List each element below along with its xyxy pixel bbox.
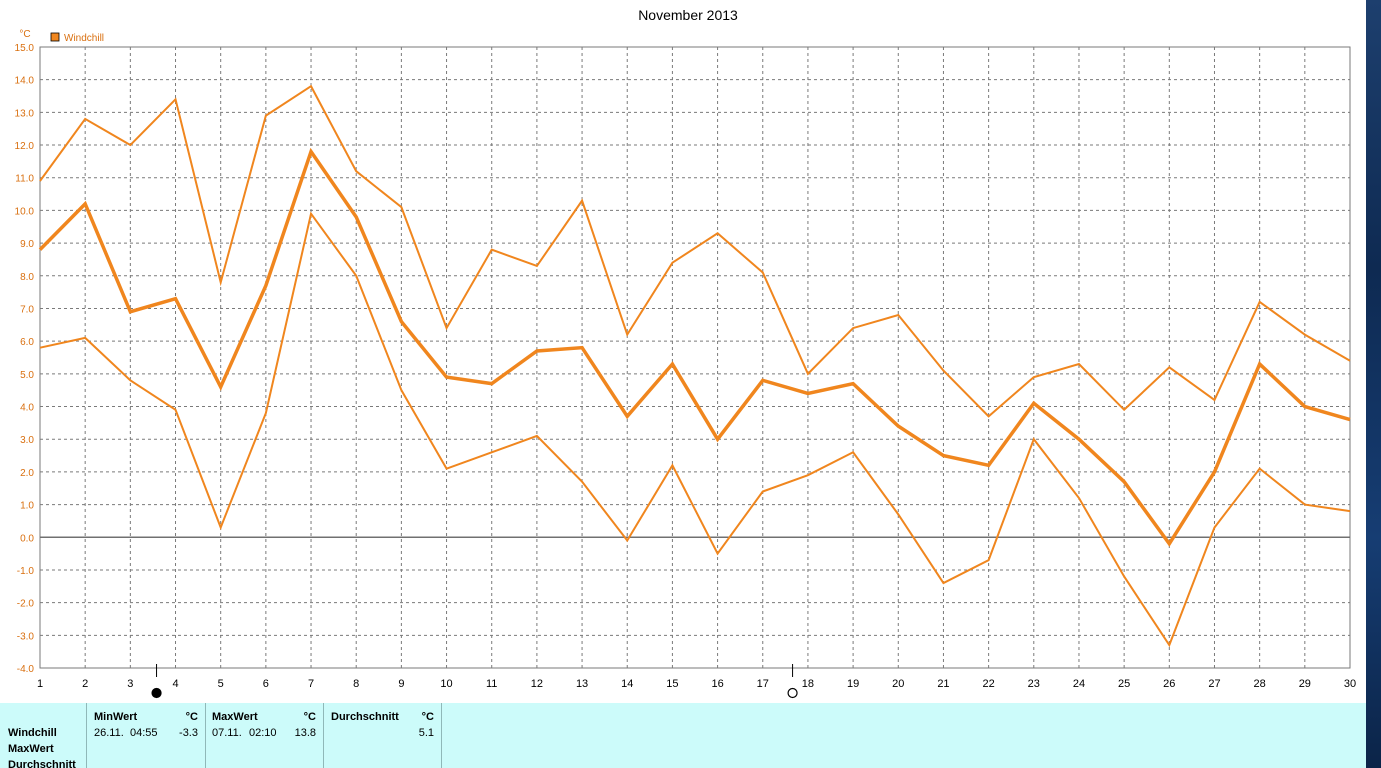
x-tick-label: 16 [711,678,723,690]
y-tick-label: 2.0 [20,468,34,479]
x-tick-label: 18 [802,678,814,690]
avg-header: Durchschnitt [331,711,399,723]
window-edge-strip [1366,0,1381,768]
stats-panel: Windchill MaxWert Durchschnitt MinWert °… [0,703,1366,768]
y-tick-label: 7.0 [20,304,34,315]
x-tick-label: 1 [37,678,43,690]
y-tick-label: -4.0 [17,664,35,675]
x-tick-label: 21 [937,678,949,690]
stats-divider [205,703,206,768]
min-value: -3.3 [179,727,198,739]
y-tick-label: 10.0 [15,206,35,217]
row-label-windchill: Windchill [8,727,57,739]
y-tick-label: 6.0 [20,337,34,348]
y-tick-label: 14.0 [15,76,35,87]
x-tick-label: 11 [486,678,497,690]
series-line-max [39,84,1351,418]
y-tick-label: 3.0 [20,435,34,446]
x-tick-label: 7 [308,678,314,690]
y-tick-label: 15.0 [15,43,35,54]
y-tick-label: 12.0 [15,141,35,152]
y-tick-label: 9.0 [20,239,34,250]
x-tick-label: 23 [1028,678,1040,690]
y-tick-label: 5.0 [20,370,34,381]
x-tick-label: 6 [263,678,269,690]
x-tick-label: 19 [847,678,859,690]
y-tick-labels: 15.0 14.0 13.0 12.0 11.0 10.0 9.0 8.0 7.0 6.0 5.0 4… [15,43,35,675]
x-tick-labels: 1 2 3 4 5 6 7 8 9 10 11 12 13 14 15 16 17 18 19 20 21 22 23 24 2… [37,678,1356,690]
min-date: 26.11. [94,727,124,739]
max-header: MaxWert [212,711,258,723]
x-tick-label: 22 [982,678,994,690]
stats-divider [323,703,324,768]
max-time: 02:10 [249,727,277,739]
x-tick-label: 14 [621,678,633,690]
avg-value: 5.1 [418,727,434,739]
row-label-durchschnitt: Durchschnitt [8,759,76,768]
x-tick-label: 29 [1299,678,1311,690]
legend-swatch-windchill [50,32,60,42]
max-value: 13.8 [294,727,316,739]
x-tick-label: 24 [1073,678,1085,690]
full-moon-icon [787,687,798,699]
series-line-min [39,211,1351,648]
x-tick-label: 25 [1118,678,1130,690]
avg-unit: °C [421,711,434,723]
x-tick-label: 30 [1344,678,1356,690]
x-tick-label: 9 [398,678,404,690]
x-tick-label: 27 [1208,678,1220,690]
max-date: 07.11. [212,727,242,739]
moon-phase-markers [151,664,798,699]
x-tick-label: 15 [666,678,678,690]
y-tick-label: -2.0 [17,599,35,610]
y-tick-label: -1.0 [17,566,35,577]
axes [39,46,1351,669]
y-axis-unit: °C [19,29,30,40]
series-line-average [38,147,1351,547]
x-tick-label: 28 [1254,678,1266,690]
x-tick-label: 5 [218,678,224,690]
min-unit: °C [185,711,198,723]
chart-title: November 2013 [638,7,738,23]
new-moon-icon [151,687,162,699]
y-tick-label: 1.0 [20,501,34,512]
series-lines [38,84,1351,648]
min-header: MinWert [94,711,138,723]
chart-area: November 2013 °C Windchill 15.014.013.01… [15,7,1356,699]
min-time: 04:55 [130,727,158,739]
x-tick-label: 12 [531,678,543,690]
x-tick-label: 26 [1163,678,1175,690]
max-unit: °C [303,711,316,723]
y-tick-label: 0.0 [20,533,34,544]
x-tick-label: 3 [127,678,133,690]
x-tick-label: 17 [757,678,769,690]
legend-label-windchill: Windchill [64,33,104,44]
x-tick-label: 13 [576,678,588,690]
y-tick-label: 11.0 [15,174,34,185]
stats-divider [441,703,442,768]
x-tick-label: 8 [353,678,359,690]
y-tick-label: 4.0 [20,403,34,414]
row-label-maxwert: MaxWert [8,743,54,755]
stats-divider [86,703,87,768]
x-tick-label: 4 [172,678,178,690]
grid [40,47,1350,668]
plot-frame [39,46,1351,669]
y-tick-label: 8.0 [20,272,34,283]
y-tick-label: -3.0 [17,631,35,642]
x-tick-label: 2 [82,678,88,690]
x-tick-label: 10 [440,678,452,690]
y-tick-label: 13.0 [15,108,35,119]
x-tick-label: 20 [892,678,904,690]
